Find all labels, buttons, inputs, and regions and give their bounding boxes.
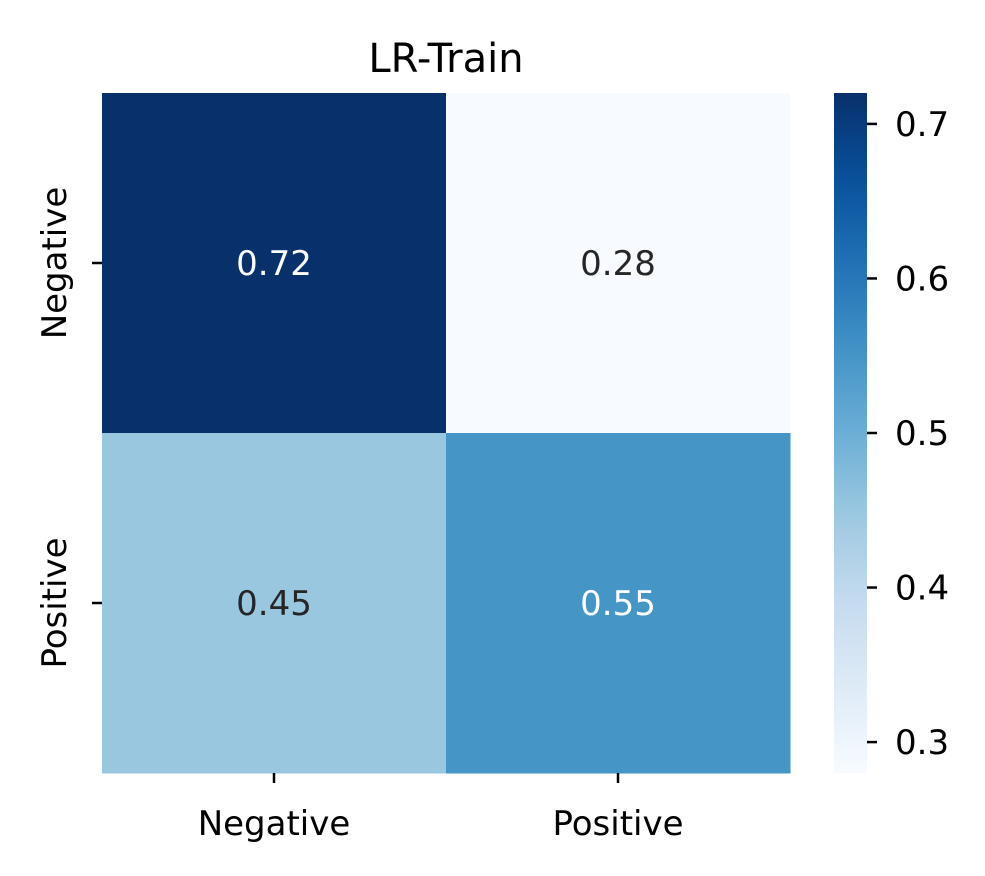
colorbar-tick-label-2: 0.5 bbox=[895, 414, 949, 454]
x-tick-label-1: Positive bbox=[552, 804, 683, 844]
heatmap-cells bbox=[102, 93, 791, 774]
y-tick-label-0: Negative bbox=[35, 187, 75, 340]
heatmap-cell-r0-c1 bbox=[446, 93, 791, 434]
colorbar-tick-label-1: 0.4 bbox=[895, 569, 949, 609]
cell-label-r1-c1: 0.55 bbox=[580, 584, 656, 624]
cell-label-r0-c0: 0.72 bbox=[236, 244, 312, 284]
colorbar-tick-label-3: 0.6 bbox=[895, 259, 949, 299]
colorbar-tick-label-0: 0.3 bbox=[895, 723, 949, 763]
colorbar-tick-label-4: 0.7 bbox=[895, 105, 949, 145]
y-tick-label-1: Positive bbox=[35, 537, 75, 668]
cell-label-r1-c0: 0.45 bbox=[236, 584, 312, 624]
heatmap-cell-r1-c0 bbox=[102, 433, 447, 774]
heatmap-cell-r0-c0 bbox=[102, 93, 447, 434]
cell-label-r0-c1: 0.28 bbox=[580, 244, 656, 284]
x-axis: Negative Positive bbox=[198, 773, 684, 844]
colorbar bbox=[834, 93, 867, 773]
x-tick-label-0: Negative bbox=[198, 804, 351, 844]
cell-labels: 0.72 0.28 0.45 0.55 bbox=[236, 244, 656, 624]
heatmap-cell-r1-c1 bbox=[446, 433, 791, 774]
y-axis: Negative Positive bbox=[35, 187, 102, 669]
colorbar-ticks: 0.3 0.4 0.5 0.6 0.7 bbox=[867, 105, 949, 763]
chart-title: LR-Train bbox=[368, 36, 523, 82]
